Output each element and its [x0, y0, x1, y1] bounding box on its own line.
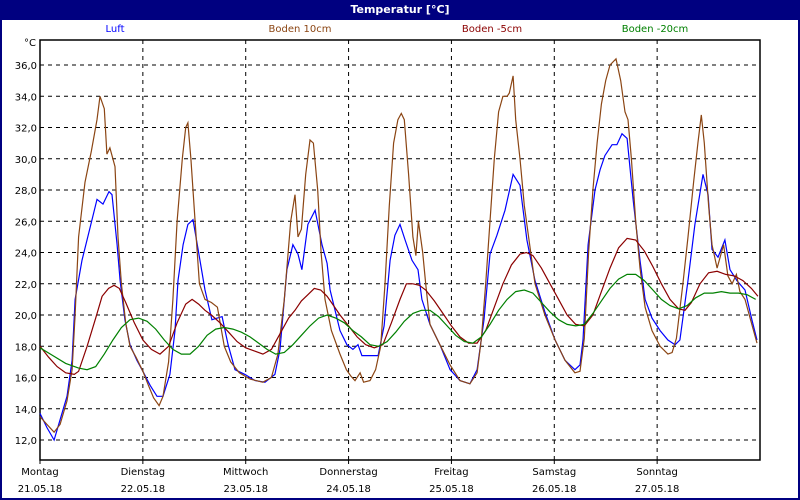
x-tick-date: 25.05.18	[429, 484, 474, 495]
x-tick-date: 27.05.18	[635, 484, 680, 495]
legend-item: Luft	[105, 24, 125, 35]
series-line-boden-10cm	[39, 57, 758, 434]
plot-frame	[39, 39, 761, 461]
y-tick-label: 28,0	[15, 186, 37, 197]
x-tick-date: 26.05.18	[532, 484, 577, 495]
legend-item: Boden -5cm	[461, 24, 523, 35]
y-tick-label: 12,0	[15, 436, 37, 447]
x-tick-day: Donnerstag	[319, 467, 377, 478]
x-tick-date: 24.05.18	[326, 484, 371, 495]
x-tick-day: Dienstag	[121, 467, 166, 478]
x-tick-date: 21.05.18	[18, 484, 63, 495]
x-tick-date: 22.05.18	[121, 484, 166, 495]
series-line-boden-20cm	[39, 273, 756, 371]
x-tick-date: 23.05.18	[223, 484, 268, 495]
y-tick-label: 26,0	[15, 217, 37, 228]
legend-item: Boden 10cm	[268, 24, 332, 35]
x-tick-day: Montag	[21, 467, 58, 478]
x-tick-day: Sonntag	[636, 467, 678, 478]
legend-item: Boden -20cm	[621, 24, 689, 35]
y-tick-label: 20,0	[15, 311, 37, 322]
x-tick-day: Freitag	[434, 467, 468, 478]
y-tick-label: 36,0	[15, 61, 37, 72]
x-tick-day: Mittwoch	[223, 467, 268, 478]
x-tick-day: Samstag	[532, 467, 576, 478]
y-tick-label: 32,0	[15, 124, 37, 135]
window-title: Temperatur [°C]	[0, 0, 800, 20]
y-axis-unit: °C	[24, 38, 36, 49]
series-line-boden-5cm	[39, 237, 759, 376]
y-tick-label: 24,0	[15, 249, 37, 260]
y-tick-label: 22,0	[15, 280, 37, 291]
y-tick-label: 34,0	[15, 92, 37, 103]
y-tick-label: 14,0	[15, 405, 37, 416]
y-tick-label: 16,0	[15, 374, 37, 385]
y-tick-label: 30,0	[15, 155, 37, 166]
y-tick-label: 18,0	[15, 342, 37, 353]
